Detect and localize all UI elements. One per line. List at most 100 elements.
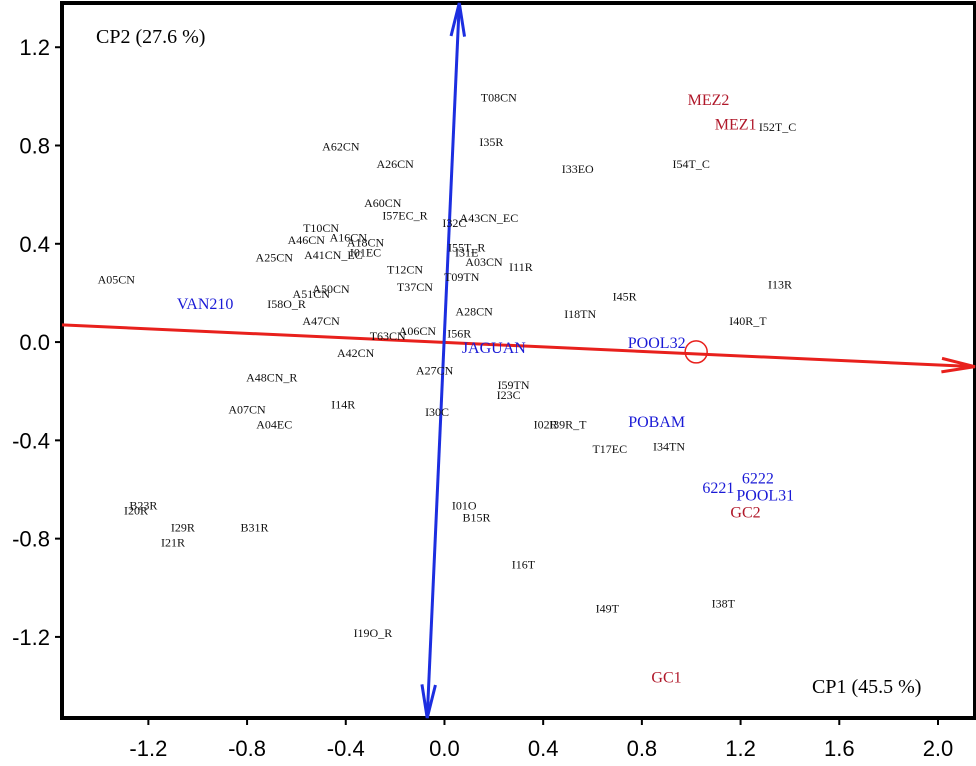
point-label-pool32: POOL32 <box>628 335 686 352</box>
y-tick-label: -0.8 <box>12 527 50 552</box>
point-label-a28cn: A28CN <box>455 304 493 318</box>
point-label-a50cn: A50CN <box>312 282 350 296</box>
point-label-a43cn-ec: A43CN_EC <box>460 211 519 225</box>
point-label-i58o-r: I58O_R <box>267 297 306 311</box>
point-label-mez1: MEZ1 <box>715 117 757 134</box>
point-label-i29r: I29R <box>171 521 195 535</box>
point-label-van210: VAN210 <box>177 296 234 313</box>
x-tick-label: 1.6 <box>824 736 855 761</box>
point-label-i55t-r: I55T_R <box>448 240 485 254</box>
point-label-a41cn-ec: A41CN_EC <box>304 248 363 262</box>
point-label-a04ec: A04EC <box>256 417 292 431</box>
point-label-i56r: I56R <box>447 326 471 340</box>
point-label-t12cn: T12CN <box>387 263 423 277</box>
point-label-t37cn: T37CN <box>397 280 433 294</box>
point-label-i34tn: I34TN <box>653 439 685 453</box>
point-label-i21r: I21R <box>161 535 185 549</box>
point-label-pobam: POBAM <box>628 414 685 431</box>
point-label-i40r-t: I40R_T <box>729 314 767 328</box>
point-label-i16t: I16T <box>512 557 536 571</box>
x-axis-ticks: -1.2 -0.8 -0.4 0.0 0.4 0.8 1.2 1.6 2.0 <box>129 718 953 761</box>
x-axis-title: CP1 (45.5 %) <box>812 676 921 698</box>
y-tick-label: 0.0 <box>19 330 50 355</box>
point-label-a62cn: A62CN <box>322 140 360 154</box>
point-label-i20r: I20R <box>124 503 148 517</box>
point-label-6222: 6222 <box>742 470 774 487</box>
point-label-i59tn: I59TN <box>498 378 530 392</box>
point-label-a18cn: A18CN <box>347 236 385 250</box>
point-label-i11r: I11R <box>509 260 533 274</box>
y-tick-label: -0.4 <box>12 428 50 453</box>
point-label-i57ec-r: I57EC_R <box>382 209 427 223</box>
x-tick-label: 2.0 <box>923 736 954 761</box>
y-axis-title: CP2 (27.6 %) <box>96 26 205 48</box>
point-label-i31e: I31E <box>455 245 478 259</box>
point-label-a27cn: A27CN <box>416 363 454 377</box>
point-label-i13r: I13R <box>768 277 792 291</box>
y-axis-ticks: 1.2 0.8 0.4 0.0 -0.4 -0.8 -1.2 <box>12 35 62 650</box>
point-label-i02r: I02R <box>534 417 558 431</box>
point-label-a25cn: A25CN <box>256 250 294 264</box>
point-label-i23c: I23C <box>497 388 521 402</box>
point-label-i35r: I35R <box>479 135 503 149</box>
point-label-6221: 6221 <box>702 480 734 497</box>
point-label-t63cn: T63CN <box>370 329 406 343</box>
point-label-a26cn: A26CN <box>376 157 414 171</box>
point-label-i39r-t: I39R_T <box>549 417 587 431</box>
point-label-b31r: B31R <box>240 521 268 535</box>
arrowhead-cp1 <box>941 356 976 374</box>
component-axes <box>61 2 976 719</box>
point-label-a07cn: A07CN <box>228 403 266 417</box>
axis-line-cp1 <box>61 323 976 369</box>
y-tick-label: 0.8 <box>19 134 50 159</box>
point-label-t10cn: T10CN <box>303 221 339 235</box>
point-label-b23r: B23R <box>129 498 157 512</box>
point-label-t08cn: T08CN <box>481 91 517 105</box>
point-label-gc2: GC2 <box>730 505 760 522</box>
point-label-a03cn: A03CN <box>465 255 503 269</box>
point-label-i52t-c: I52T_C <box>759 120 796 134</box>
point-label-a47cn: A47CN <box>302 314 340 328</box>
point-label-i30c: I30C <box>425 405 449 419</box>
point-label-i01ec: I01EC <box>350 245 381 259</box>
point-label-mez2: MEZ2 <box>688 92 730 109</box>
point-label-i49t: I49T <box>596 602 620 616</box>
x-tick-label: 0.8 <box>627 736 658 761</box>
point-label-b15r: B15R <box>463 511 491 525</box>
x-tick-label: -0.4 <box>327 736 365 761</box>
axis-line-cp2 <box>425 2 461 719</box>
point-label-a48cn-r: A48CN_R <box>246 371 297 385</box>
point-label-i32c: I32C <box>442 216 466 230</box>
point-label-t09tn: T09TN <box>444 270 480 284</box>
point-label-i33eo: I33EO <box>562 162 594 176</box>
point-label-a60cn: A60CN <box>364 196 402 210</box>
plot-frame <box>60 1 976 720</box>
point-label-a06cn: A06CN <box>399 324 437 338</box>
point-label-a46cn: A46CN <box>288 233 326 247</box>
point-label-jaguan: JAGUAN <box>462 340 526 357</box>
y-tick-label: 0.4 <box>19 232 50 257</box>
point-label-pool31: POOL31 <box>736 488 794 505</box>
point-label-t17ec: T17EC <box>592 442 627 456</box>
point-label-i01o: I01O <box>452 498 477 512</box>
x-tick-label: 0.0 <box>429 736 460 761</box>
point-label-i14r: I14R <box>331 398 355 412</box>
point-label-i18tn: I18TN <box>564 307 596 321</box>
point-label-i19o-r: I19O_R <box>354 626 393 640</box>
point-label-a42cn: A42CN <box>337 346 375 360</box>
point-label-a16cn: A16CN <box>330 231 368 245</box>
point-label-i45r: I45R <box>613 290 637 304</box>
x-tick-label: -1.2 <box>129 736 167 761</box>
point-label-gc1: GC1 <box>651 669 681 686</box>
arrowhead-cp2 <box>449 2 467 37</box>
y-tick-label: -1.2 <box>12 625 50 650</box>
y-tick-label: 1.2 <box>19 35 50 60</box>
point-label-i54t-c: I54T_C <box>673 157 710 171</box>
point-labels: T08CN I35R A62CN A26CN I33EO I54T_C I52T_C A60C… <box>98 91 797 687</box>
point-label-a05cn: A05CN <box>98 272 136 286</box>
circle-marker <box>684 340 708 364</box>
point-label-i38t: I38T <box>712 597 736 611</box>
point-label-a51cn: A51CN <box>293 287 331 301</box>
x-tick-label: -0.8 <box>228 736 266 761</box>
